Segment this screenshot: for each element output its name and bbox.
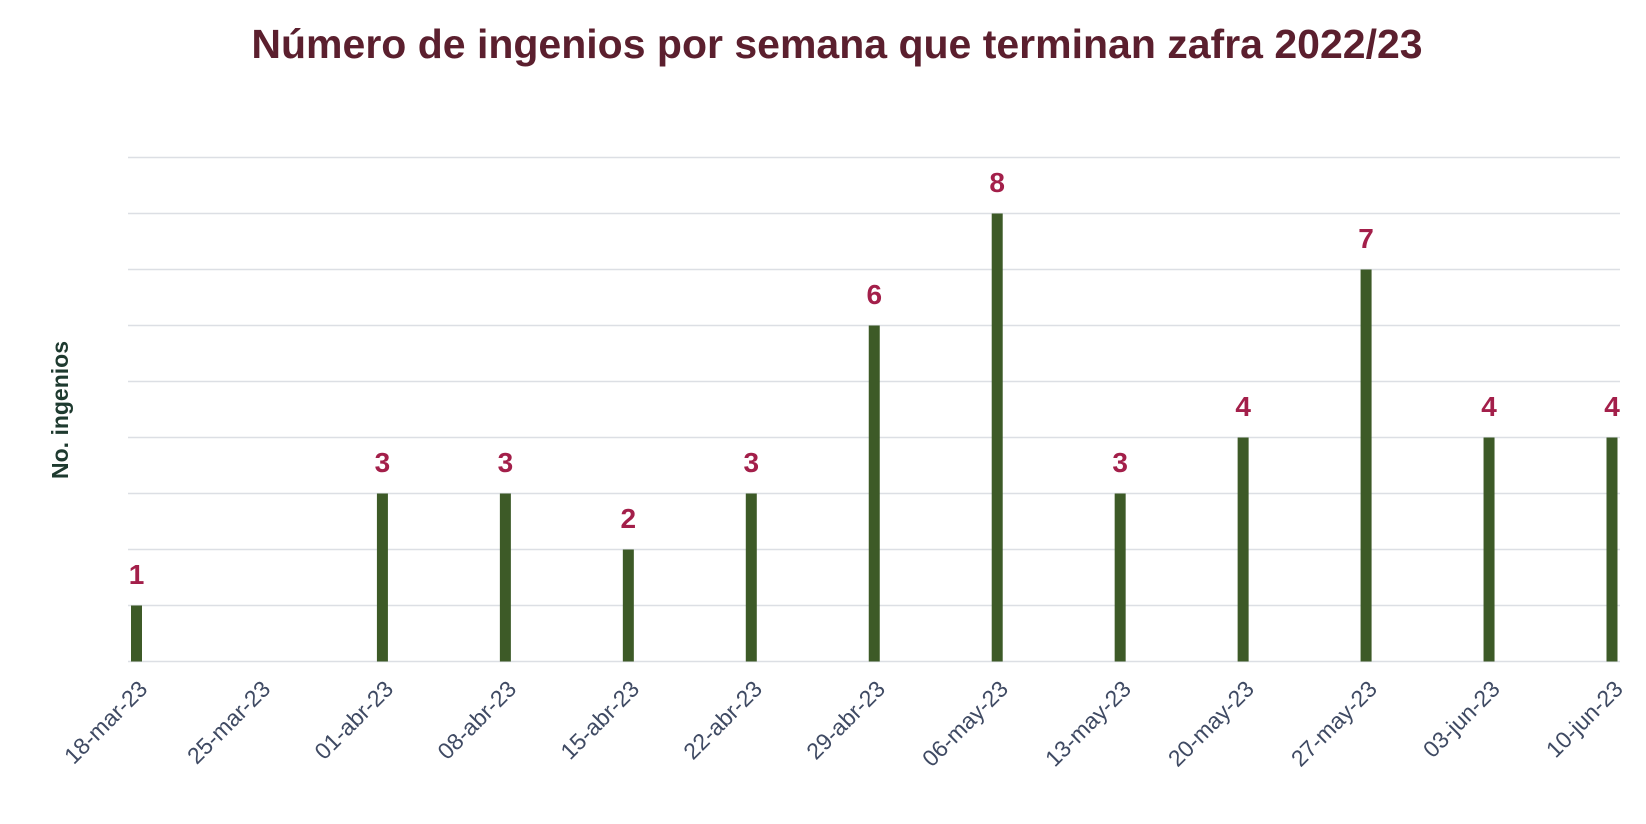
bar: [1114, 493, 1126, 662]
data-label: 2: [621, 503, 637, 534]
data-label: 3: [375, 447, 391, 478]
bar: [1360, 269, 1372, 662]
bar: [1237, 437, 1249, 662]
bar: [868, 325, 880, 662]
x-tick-label: 20-may-23: [1163, 675, 1259, 771]
bar: [991, 213, 1003, 662]
x-tick-label: 10-jun-23: [1541, 675, 1628, 762]
bar: [622, 549, 634, 662]
x-tick-label: 06-may-23: [917, 675, 1013, 771]
x-tick-label: 08-abr-23: [432, 675, 521, 764]
bar: [745, 493, 757, 662]
bar: [499, 493, 511, 662]
bar: [1606, 437, 1618, 662]
data-label: 7: [1358, 223, 1374, 254]
x-tick-label: 18-mar-23: [59, 675, 152, 768]
data-label: 4: [1604, 391, 1620, 422]
x-tick-label: 03-jun-23: [1418, 675, 1505, 762]
chart-title: Número de ingenios por semana que termin…: [251, 21, 1423, 67]
x-tick-label: 15-abr-23: [555, 675, 644, 764]
data-label: 3: [1112, 447, 1128, 478]
x-tick-label: 25-mar-23: [182, 675, 275, 768]
x-tick-label: 27-may-23: [1286, 675, 1382, 771]
bar: [1483, 437, 1495, 662]
x-tick-label: 29-abr-23: [801, 675, 890, 764]
data-label: 4: [1235, 391, 1251, 422]
bar: [376, 493, 388, 662]
data-label: 4: [1481, 391, 1497, 422]
y-axis-label: No. ingenios: [47, 341, 73, 479]
x-tick-label: 13-may-23: [1040, 675, 1136, 771]
x-tick-label: 22-abr-23: [678, 675, 767, 764]
data-label: 3: [498, 447, 514, 478]
data-label: 1: [129, 559, 145, 590]
data-label: 8: [989, 167, 1005, 198]
bar: [131, 605, 142, 662]
data-label: 6: [866, 279, 882, 310]
x-tick-label: 01-abr-23: [309, 675, 398, 764]
data-label: 3: [744, 447, 760, 478]
